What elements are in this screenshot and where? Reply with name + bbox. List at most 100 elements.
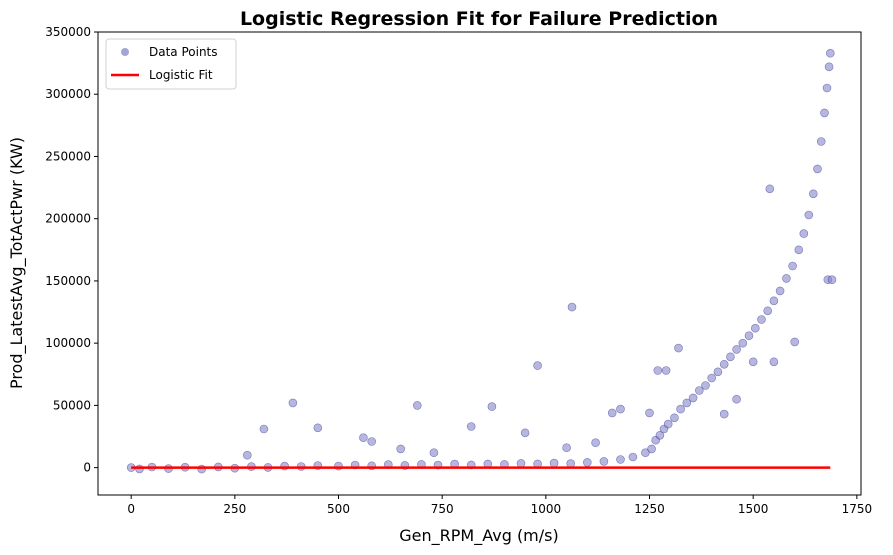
- data-point: [429, 448, 439, 458]
- data-point: [732, 394, 741, 404]
- data-point: [567, 302, 577, 312]
- y-tick-label: 50000: [53, 398, 91, 412]
- y-tick-label: 100000: [45, 336, 91, 350]
- plot-area: [97, 31, 862, 496]
- data-point: [769, 296, 779, 306]
- data-point: [719, 409, 729, 419]
- data-point: [769, 357, 779, 367]
- data-point: [661, 366, 671, 375]
- data-point: [466, 422, 476, 431]
- y-axis: 0 50000 100000 150000 200000 250000 300000 3500…: [45, 25, 98, 475]
- data-point: [533, 361, 542, 370]
- data-point: [775, 286, 785, 296]
- legend-label-logistic-fit: Logistic Fit: [149, 68, 213, 82]
- x-tick-label: 0: [127, 502, 135, 516]
- data-point: [732, 345, 741, 354]
- data-point: [359, 433, 368, 443]
- data-point: [750, 323, 760, 333]
- legend-points-marker: [121, 48, 129, 56]
- x-axis-label: Gen_RPM_Avg (m/s): [399, 526, 558, 546]
- chart-title: Logistic Regression Fit for Failure Pred…: [240, 8, 718, 30]
- data-point: [701, 381, 710, 390]
- data-point: [616, 404, 625, 414]
- data-point: [827, 275, 837, 285]
- data-point: [670, 413, 679, 423]
- legend-label-data-points: Data Points: [149, 45, 218, 59]
- data-point: [738, 338, 748, 348]
- data-point: [334, 461, 343, 471]
- data-point: [197, 464, 206, 474]
- data-point: [794, 245, 804, 255]
- x-tick-label: 750: [431, 502, 454, 516]
- data-point: [645, 408, 654, 418]
- legend: Data Points Logistic Fit: [105, 38, 237, 90]
- y-axis-label: Prod_LatestAvg_TotActPwr (KW): [7, 137, 27, 389]
- data-point: [367, 437, 377, 446]
- x-tick-label: 500: [327, 502, 350, 516]
- data-point: [808, 189, 818, 199]
- data-point: [628, 452, 638, 462]
- data-point: [288, 398, 298, 408]
- y-tick-label: 250000: [45, 149, 91, 163]
- x-tick-label: 1000: [531, 502, 562, 516]
- x-tick-label: 250: [223, 502, 246, 516]
- data-point: [813, 164, 822, 174]
- data-point: [757, 315, 766, 324]
- x-axis: 0 250 500 750 1000 1250 1500 1750: [127, 495, 872, 516]
- data-point: [641, 448, 650, 458]
- data-point: [748, 357, 758, 367]
- data-point: [516, 459, 526, 468]
- x-tick-label: 1750: [842, 502, 873, 516]
- data-point: [682, 398, 692, 408]
- data-point: [713, 367, 723, 377]
- y-tick-label: 300000: [45, 87, 91, 101]
- data-point: [487, 402, 497, 411]
- data-point: [663, 419, 673, 429]
- legend-box: [105, 38, 237, 90]
- data-point: [824, 62, 834, 72]
- data-point: [599, 457, 609, 466]
- data-point: [243, 450, 252, 460]
- data-point: [562, 443, 571, 453]
- x-tick-label: 1250: [634, 502, 665, 516]
- data-point: [822, 83, 832, 93]
- x-tick-label: 1500: [738, 502, 769, 516]
- data-point: [582, 458, 592, 467]
- data-point: [396, 444, 406, 454]
- data-point: [676, 404, 685, 414]
- data-point: [782, 274, 791, 283]
- data-point: [825, 48, 835, 58]
- data-point: [816, 137, 826, 146]
- y-tick-label: 350000: [45, 25, 91, 39]
- data-point: [607, 408, 617, 418]
- data-point: [719, 359, 729, 369]
- data-point: [653, 366, 663, 375]
- data-point: [726, 352, 735, 362]
- data-point: [259, 424, 269, 434]
- data-point: [799, 229, 809, 238]
- data-point: [647, 444, 656, 454]
- data-point: [788, 261, 797, 271]
- y-tick-label: 0: [83, 461, 91, 475]
- data-point: [674, 343, 683, 353]
- data-point: [520, 428, 530, 438]
- data-point: [280, 461, 289, 471]
- data-point: [313, 423, 323, 433]
- y-tick-label: 150000: [45, 274, 91, 288]
- y-tick-label: 200000: [45, 212, 91, 226]
- data-point: [616, 455, 625, 464]
- data-point: [549, 458, 559, 468]
- data-point: [591, 438, 600, 448]
- data-point: [804, 210, 814, 220]
- data-point: [744, 331, 754, 341]
- data-point: [707, 373, 717, 383]
- data-point: [135, 464, 144, 474]
- data-point: [412, 401, 422, 410]
- data-point: [765, 184, 775, 194]
- data-point: [688, 393, 698, 403]
- data-point: [820, 108, 829, 118]
- data-point: [790, 337, 800, 347]
- data-point: [763, 306, 773, 316]
- data-point: [655, 430, 665, 440]
